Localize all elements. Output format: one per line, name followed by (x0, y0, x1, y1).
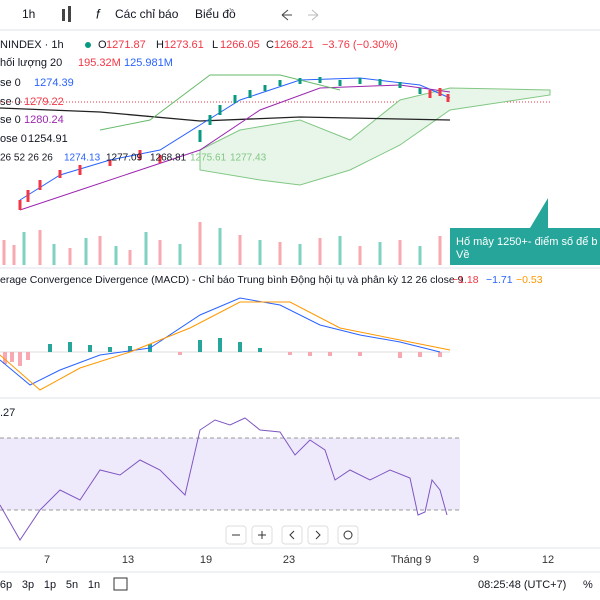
annotation-text: Về (456, 249, 469, 261)
x-tick-label: 7 (44, 554, 50, 566)
rsi-line (0, 417, 448, 541)
status-dot (85, 42, 91, 48)
ichimoku-value: 1277.09 (106, 153, 143, 164)
ma-value: 1280.24 (24, 114, 64, 126)
open-label: O (98, 39, 107, 51)
left-icon (289, 530, 295, 540)
range-button[interactable]: 6p (0, 579, 12, 591)
volume-v1: 195.32M (78, 57, 121, 69)
ichimoku-value: 1275.61 (190, 153, 227, 164)
range-button[interactable]: 3p (22, 579, 34, 591)
fx-icon[interactable]: f (96, 6, 101, 21)
scroll-right[interactable] (307, 525, 329, 545)
undo-icon[interactable] (281, 9, 292, 21)
change: −3.76 (−0.30%) (322, 39, 398, 51)
ma-name: ose 0 (0, 133, 27, 145)
rsi-value: .27 (0, 407, 15, 419)
x-tick-label: 9 (473, 554, 479, 566)
close: 1268.21 (274, 39, 314, 51)
open: 1271.87 (106, 39, 146, 51)
interval-button[interactable]: 1h (22, 7, 35, 21)
x-tick-label: 12 (542, 554, 554, 566)
ichimoku-value: 1277.43 (230, 153, 267, 164)
reset[interactable] (337, 525, 359, 545)
candle-icon[interactable] (62, 9, 65, 21)
x-tick-label: 19 (200, 554, 212, 566)
cloud (199, 87, 551, 186)
ma-line (19, 84, 451, 211)
macd-histogram (3, 352, 442, 366)
macd-value: −0.53 (516, 274, 543, 286)
zoom-controls (225, 525, 359, 545)
macd-value: −1.18 (452, 274, 479, 286)
rsi-band (0, 438, 460, 510)
scroll-left[interactable] (281, 525, 303, 545)
chart-button[interactable]: Biểu đồ (195, 7, 236, 21)
ichimoku-value: 1274.13 (64, 153, 101, 164)
range-button[interactable]: 1p (44, 579, 56, 591)
high-label: H (156, 39, 164, 51)
plus-icon (258, 531, 266, 539)
volume-bars (2, 222, 442, 265)
ma-value: 1279.22 (24, 96, 64, 108)
reset-icon (343, 530, 353, 540)
right-icon (315, 530, 321, 540)
ichimoku-value: 1268.81 (150, 153, 187, 164)
macd-title: erage Convergence Divergence (MACD) - Ch… (0, 274, 464, 286)
percent-toggle[interactable]: % (583, 579, 593, 591)
annotation-text: Hố mây 1250+- điểm số để b (456, 236, 598, 248)
low: 1266.05 (220, 39, 260, 51)
symbol: NINDEX · 1h (0, 39, 64, 51)
volume-name: hối lượng 20 (0, 57, 62, 69)
clock: 08:25:48 (UTC+7) (478, 579, 566, 591)
ma-value: 1254.91 (28, 133, 68, 145)
ma-line (0, 107, 451, 122)
ma-name: se 0 (0, 96, 21, 108)
annotation-bubble (450, 198, 600, 265)
volume-v2: 125.981M (124, 57, 173, 69)
redo-icon[interactable] (308, 9, 319, 21)
low-label: L (212, 39, 218, 51)
x-tick-label: 13 (122, 554, 134, 566)
x-tick-label: Tháng 9 (391, 554, 431, 566)
ma-name: se 0 (0, 114, 21, 126)
x-tick-label: 23 (283, 554, 295, 566)
ma-name: se 0 (0, 77, 21, 89)
candles (18, 77, 450, 210)
ichimoku-name: 26 52 26 26 (0, 153, 53, 164)
high: 1273.61 (164, 39, 204, 51)
ma-value: 1274.39 (34, 77, 74, 89)
ohlc: O 1271.87 H 1273.61 L 1266.05 C 1268.21 … (98, 39, 398, 51)
macd-value: −1.71 (486, 274, 513, 286)
close-label: C (266, 39, 274, 51)
range-button[interactable]: 1n (88, 579, 100, 591)
signal-line (0, 301, 451, 391)
candle-icon[interactable] (68, 6, 71, 22)
x-axis: 7 13 19 23 Tháng 9 9 12 (44, 554, 554, 566)
volume-bars (22, 228, 422, 265)
date-range-icon[interactable] (113, 577, 128, 591)
macd-line (0, 297, 441, 386)
range-buttons: 6p 3p 1p 5n 1n (0, 579, 100, 591)
indicators-button[interactable]: Các chỉ báo (115, 7, 179, 21)
range-button[interactable]: 5n (66, 579, 78, 591)
